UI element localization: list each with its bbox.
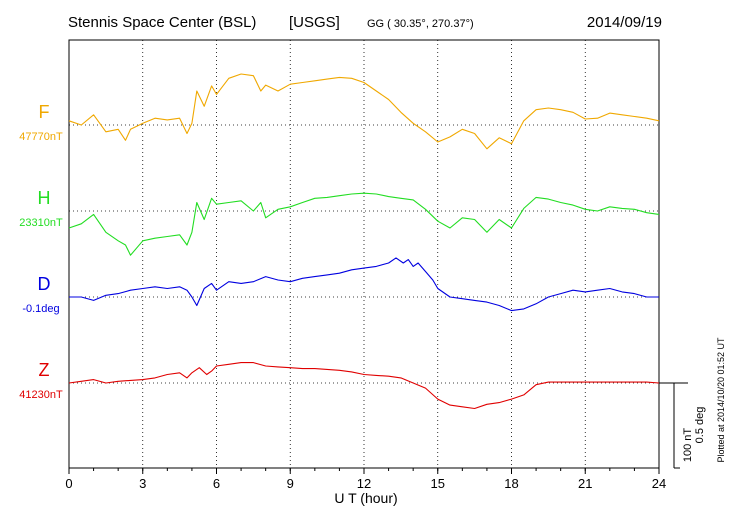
x-tick-label: 3	[139, 476, 146, 491]
station-title: Stennis Space Center (BSL)	[68, 14, 256, 31]
x-tick-label: 9	[287, 476, 294, 491]
coords-label: GG ( 30.35°, 270.37°)	[367, 18, 474, 30]
x-axis: 0 3 6 9 12 15 18 21 24	[65, 468, 666, 491]
series-baseline-f: 47770nT	[19, 131, 63, 143]
x-tick-label: 0	[65, 476, 72, 491]
x-tick-label: 12	[357, 476, 371, 491]
agency-label: [USGS]	[289, 14, 340, 31]
series-line-d	[69, 257, 659, 312]
series-line-f	[68, 73, 660, 150]
date-label: 2014/09/19	[587, 14, 662, 31]
x-tick-label: 15	[431, 476, 445, 491]
scale-nt-label: 100 nT	[682, 428, 694, 463]
x-tick-label: 24	[652, 476, 666, 491]
series-line-z	[68, 362, 660, 410]
plotted-note: Plotted at 2014/10/20 01:52 UT	[716, 337, 726, 463]
x-tick-label: 18	[504, 476, 518, 491]
series-name-f: F	[39, 102, 50, 122]
series-name-h: H	[38, 188, 51, 208]
series-labels: F 47770nT H 23310nT D -0.1deg Z 41230nT	[19, 102, 63, 401]
x-axis-label: U T (hour)	[334, 490, 397, 506]
series-baseline-z: 41230nT	[19, 389, 63, 401]
grid	[69, 40, 659, 468]
series-line-h	[68, 192, 660, 256]
scale-bar: 100 nT 0.5 deg	[659, 382, 706, 469]
x-tick-label: 6	[213, 476, 220, 491]
series-baseline-d: -0.1deg	[22, 303, 59, 315]
scale-deg-label: 0.5 deg	[694, 407, 706, 444]
series-baseline-h: 23310nT	[19, 217, 63, 229]
series-name-z: Z	[39, 360, 50, 380]
series-group	[68, 73, 660, 410]
x-tick-label: 21	[578, 476, 592, 491]
series-name-d: D	[38, 274, 51, 294]
